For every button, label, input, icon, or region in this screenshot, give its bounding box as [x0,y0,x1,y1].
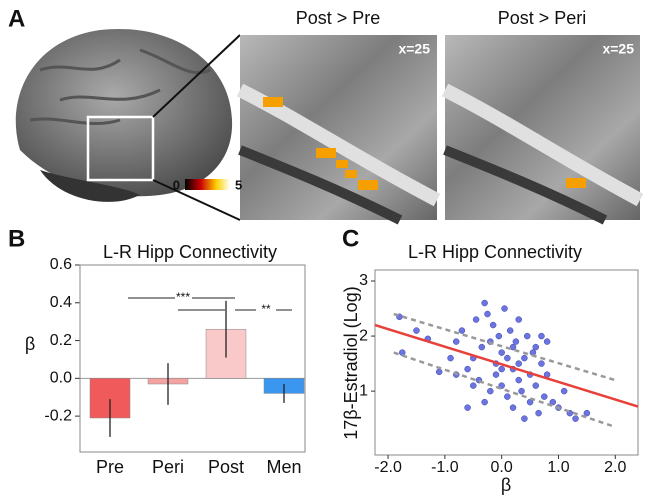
point [492,371,500,378]
point [472,316,480,323]
fit-line [374,323,639,408]
y-tick-label: 3 [359,272,368,289]
confidence-line [393,351,616,429]
point [549,398,557,406]
point [509,404,517,411]
point [435,368,443,376]
coordinate-label: x=25 [602,41,634,57]
plot-frame [79,264,306,453]
point [478,343,486,351]
point [523,332,531,340]
coordinate-label: x=25 [398,41,430,57]
significance-label: *** [176,290,190,304]
point [532,343,540,351]
point [506,327,514,334]
colorbar-label: 5 [235,177,242,192]
x-tick-label: 0.0 [491,459,513,476]
confidence-line [393,312,616,382]
point [535,409,542,417]
point [399,349,406,356]
brain-slice [236,35,441,225]
x-tick-label: Post [208,457,244,477]
y-tick-label: 0.4 [50,294,72,311]
point [560,387,568,395]
point [504,393,511,400]
point [458,327,466,334]
plot-frame [374,269,639,456]
point [447,354,454,362]
y-tick-label: 2 [359,327,368,344]
point [481,299,488,307]
chart-title: L-R Hipp Connectivity [408,242,582,262]
point [487,387,494,395]
point [538,360,545,367]
point [541,393,548,400]
point [464,404,471,411]
y-tick-label: 0.2 [50,332,72,349]
x-tick-label: -2.0 [374,459,402,476]
brain-render [15,28,241,221]
x-tick-label: Pre [96,457,124,477]
panel-label: A [8,5,25,32]
point [515,316,522,323]
x-tick-label: Men [266,457,301,477]
y-axis-label: 17β-Estradiol (Log) [341,286,361,439]
chart-title: L-R Hipp Connectivity [103,242,277,262]
point [583,409,591,417]
point [495,332,503,340]
x-tick-label: 1.0 [547,459,569,476]
point [512,338,520,345]
point [413,327,420,334]
x-tick-label: 2.0 [604,459,626,476]
x-tick-label: -1.0 [431,459,459,476]
point [521,415,528,422]
point [521,354,528,362]
brain-slice [441,35,644,225]
point [452,338,460,345]
significance-label: ** [261,302,271,316]
point [481,398,488,406]
x-axis-label: β [501,475,511,495]
panel-title: Post > Peri [498,8,587,28]
y-tick-label: 1 [359,382,368,399]
panel-title: Post > Pre [296,8,381,28]
point [515,376,522,384]
panel-label: B [8,225,25,252]
panel-label: C [342,225,359,252]
point [464,365,471,373]
point [532,382,540,389]
point [518,387,525,395]
point [484,310,491,318]
point [538,332,545,340]
colorbar-label: 0 [173,177,180,192]
point [498,349,505,356]
y-tick-label: 0.6 [50,256,72,273]
point [498,365,505,373]
y-axis-label: β [25,334,35,354]
y-tick-label: 0.0 [50,370,72,387]
point [470,382,477,389]
point [504,354,511,362]
y-tick-label: -0.2 [44,407,72,424]
point [572,415,579,422]
point [543,338,551,345]
point [501,305,508,312]
x-tick-label: Peri [152,457,184,477]
point [515,360,522,367]
point [489,321,497,329]
colorbar [185,179,230,190]
point [509,343,517,351]
